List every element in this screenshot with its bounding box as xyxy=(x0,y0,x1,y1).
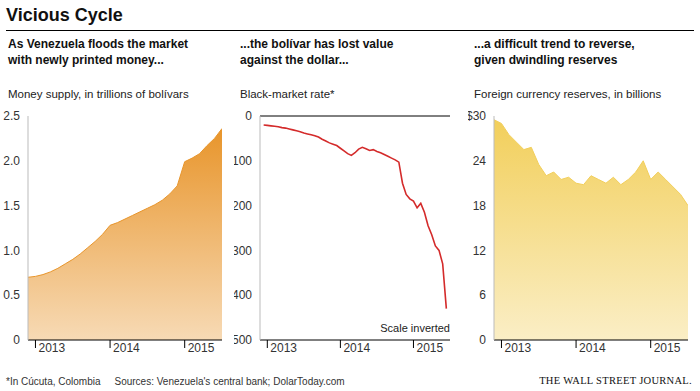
html-text:As Venezuela floods the market: As Venezuela floods the market with newl… xyxy=(8,37,189,67)
html-text:...a difficult trend to revers: ...a difficult trend to reverse, given d… xyxy=(474,37,635,67)
svg-text:2.0: 2.0 xyxy=(8,154,20,168)
svg-text:0: 0 xyxy=(245,109,252,123)
svg-text:2014: 2014 xyxy=(579,341,606,355)
svg-text:2014: 2014 xyxy=(343,341,370,355)
svg-text:200: 200 xyxy=(234,199,252,213)
svg-text:500: 500 xyxy=(234,333,252,347)
html-text:...the bolívar has lost value: ...the bolívar has lost value against th… xyxy=(240,37,394,67)
html-text:Scale inverted: Scale inverted xyxy=(380,322,450,334)
html-text:Vicious Cycle: Vicious Cycle xyxy=(6,5,123,25)
svg-text:0.5: 0.5 xyxy=(8,288,20,302)
svg-text:300: 300 xyxy=(234,244,252,258)
html-text:Money supply, in trillions of: Money supply, in trillions of bolívars xyxy=(8,88,189,100)
svg-text:24: 24 xyxy=(473,154,487,168)
svg-text:2015: 2015 xyxy=(416,341,443,355)
svg-text:1.5: 1.5 xyxy=(8,199,20,213)
html-text:THE WALL STREET JOURNAL.: THE WALL STREET JOURNAL. xyxy=(539,375,692,386)
html-text:*In Cúcuta, Colombia: *In Cúcuta, Colombia xyxy=(6,376,101,387)
svg-text:1.0: 1.0 xyxy=(8,244,20,258)
svg-text:0: 0 xyxy=(479,333,486,347)
html-text:Black-market rate*: Black-market rate* xyxy=(240,88,335,100)
svg-text:2015: 2015 xyxy=(654,341,681,355)
svg-text:$30: $30 xyxy=(468,109,486,123)
svg-text:100: 100 xyxy=(234,154,252,168)
svg-text:2013: 2013 xyxy=(38,341,65,355)
svg-text:6: 6 xyxy=(479,288,486,302)
html-text:Sources: Venezuela's central b: Sources: Venezuela's central bank; Dolar… xyxy=(114,376,345,387)
svg-text:0: 0 xyxy=(13,333,20,347)
svg-text:2013: 2013 xyxy=(270,341,297,355)
svg-text:2013: 2013 xyxy=(504,341,531,355)
svg-text:18: 18 xyxy=(473,199,487,213)
html-text:Foreign currency reserves, in: Foreign currency reserves, in billions xyxy=(474,88,662,100)
svg-text:2.5: 2.5 xyxy=(8,109,20,123)
svg-text:400: 400 xyxy=(234,288,252,302)
svg-text:2015: 2015 xyxy=(188,341,215,355)
svg-text:12: 12 xyxy=(473,244,487,258)
svg-text:2014: 2014 xyxy=(113,341,140,355)
